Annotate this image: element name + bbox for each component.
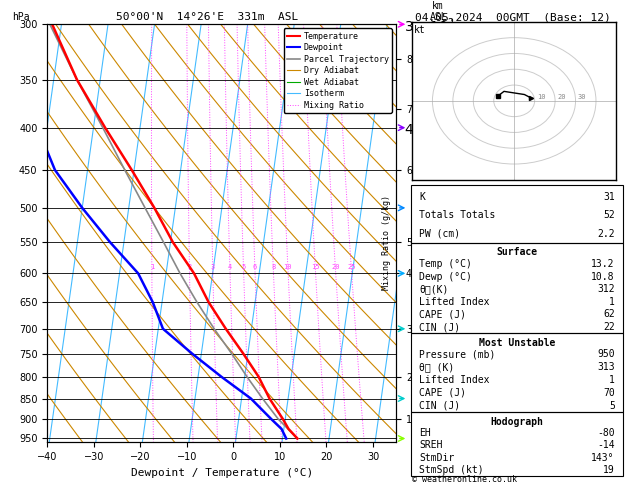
Text: StmDir: StmDir [420, 452, 455, 463]
Text: 1: 1 [609, 375, 615, 385]
Text: Hodograph: Hodograph [491, 417, 543, 427]
Text: -80: -80 [597, 428, 615, 438]
Text: CIN (J): CIN (J) [420, 401, 460, 411]
Text: 62: 62 [603, 310, 615, 319]
Text: km
ASL: km ASL [430, 0, 447, 22]
X-axis label: Dewpoint / Temperature (°C): Dewpoint / Temperature (°C) [131, 468, 313, 478]
Text: 10: 10 [537, 94, 545, 100]
Text: LCL: LCL [424, 23, 439, 33]
Text: 5: 5 [242, 264, 245, 270]
Text: 50°00'N  14°26'E  331m  ASL: 50°00'N 14°26'E 331m ASL [116, 12, 299, 22]
Text: 20: 20 [331, 264, 340, 270]
Text: Lifted Index: Lifted Index [420, 375, 490, 385]
Text: SREH: SREH [420, 440, 443, 451]
Text: θᴄ (K): θᴄ (K) [420, 362, 455, 372]
Bar [411, 333, 623, 412]
Text: Pressure (mb): Pressure (mb) [420, 349, 496, 359]
Bar [411, 412, 623, 476]
Text: Temp (°C): Temp (°C) [420, 259, 472, 269]
Text: 5: 5 [609, 401, 615, 411]
Text: 31: 31 [603, 192, 615, 202]
Text: K: K [420, 192, 425, 202]
Text: Totals Totals: Totals Totals [420, 210, 496, 220]
Text: 19: 19 [603, 465, 615, 475]
Legend: Temperature, Dewpoint, Parcel Trajectory, Dry Adiabat, Wet Adiabat, Isotherm, Mi: Temperature, Dewpoint, Parcel Trajectory… [284, 29, 392, 113]
Text: kt: kt [414, 25, 426, 35]
Text: 13.2: 13.2 [591, 259, 615, 269]
Text: 22: 22 [603, 322, 615, 332]
Text: © weatheronline.co.uk: © weatheronline.co.uk [412, 474, 517, 484]
Text: 10: 10 [284, 264, 292, 270]
Text: StmSpd (kt): StmSpd (kt) [420, 465, 484, 475]
Text: 15: 15 [311, 264, 320, 270]
Text: 3: 3 [211, 264, 215, 270]
Text: Dewp (°C): Dewp (°C) [420, 272, 472, 281]
Text: PW (cm): PW (cm) [420, 229, 460, 239]
Text: Mixing Ratio (g/kg): Mixing Ratio (g/kg) [382, 195, 391, 291]
Text: 2.2: 2.2 [597, 229, 615, 239]
Text: 70: 70 [603, 388, 615, 398]
Text: 313: 313 [597, 362, 615, 372]
Text: 1: 1 [150, 264, 154, 270]
Text: 6: 6 [253, 264, 257, 270]
Text: 10.8: 10.8 [591, 272, 615, 281]
Text: CIN (J): CIN (J) [420, 322, 460, 332]
Text: Lifted Index: Lifted Index [420, 297, 490, 307]
Text: hPa: hPa [13, 12, 30, 22]
Text: 52: 52 [603, 210, 615, 220]
Text: CAPE (J): CAPE (J) [420, 388, 466, 398]
Text: 4: 4 [228, 264, 232, 270]
Text: 143°: 143° [591, 452, 615, 463]
Text: Surface: Surface [496, 247, 538, 258]
Bar [411, 185, 623, 243]
Text: 20: 20 [557, 94, 565, 100]
Text: Most Unstable: Most Unstable [479, 338, 555, 348]
Bar [411, 243, 623, 333]
Text: 8: 8 [271, 264, 276, 270]
Text: 312: 312 [597, 284, 615, 294]
Text: -14: -14 [597, 440, 615, 451]
Text: θᴄ(K): θᴄ(K) [420, 284, 448, 294]
Text: EH: EH [420, 428, 431, 438]
Text: 1: 1 [609, 297, 615, 307]
Text: 04.05.2024  00GMT  (Base: 12): 04.05.2024 00GMT (Base: 12) [415, 12, 611, 22]
Text: 2: 2 [187, 264, 192, 270]
Text: 950: 950 [597, 349, 615, 359]
Text: 30: 30 [577, 94, 586, 100]
Text: 25: 25 [347, 264, 355, 270]
Text: CAPE (J): CAPE (J) [420, 310, 466, 319]
